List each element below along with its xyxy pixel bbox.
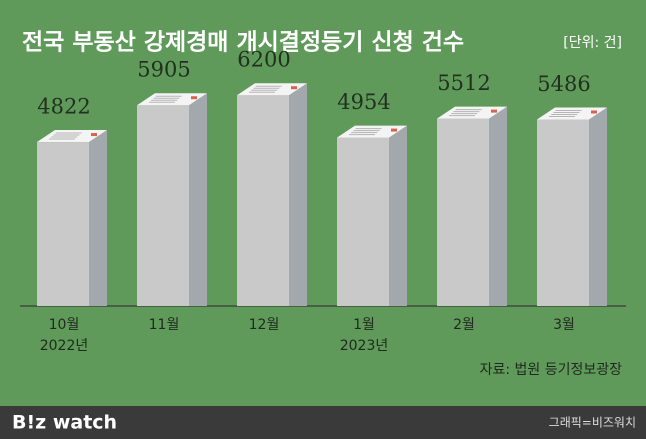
value-label: 4822 bbox=[37, 95, 90, 119]
bar-front bbox=[437, 118, 489, 306]
bar-front bbox=[537, 119, 589, 306]
bar-side bbox=[89, 130, 107, 306]
bar bbox=[537, 107, 607, 306]
bar-side bbox=[489, 106, 507, 306]
unit-label: [단위: 건] bbox=[563, 35, 622, 51]
bar-front bbox=[237, 95, 289, 306]
x-tick-year: 2023년 bbox=[340, 338, 389, 354]
bar-front bbox=[137, 105, 189, 306]
footer-band bbox=[0, 406, 646, 439]
value-label: 6200 bbox=[237, 48, 290, 72]
bar-side bbox=[189, 93, 207, 306]
value-label: 4954 bbox=[337, 90, 390, 114]
x-tick-label: 1월 bbox=[353, 317, 375, 333]
chart-title: 전국 부동산 강제경매 개시결정등기 신청 건수 bbox=[22, 30, 464, 56]
paper-stamp bbox=[391, 128, 397, 132]
bar bbox=[37, 130, 107, 306]
bar-side bbox=[289, 83, 307, 306]
bar bbox=[237, 83, 307, 306]
paper-stamp bbox=[491, 109, 497, 113]
paper-stamp bbox=[591, 110, 597, 114]
x-tick-year: 2022년 bbox=[40, 338, 89, 354]
x-tick-label: 2월 bbox=[453, 317, 475, 333]
x-tick-label: 12월 bbox=[249, 317, 280, 333]
paper-stamp bbox=[191, 96, 197, 100]
credit: 그래픽=비즈워치 bbox=[549, 416, 636, 430]
bar-front bbox=[337, 137, 389, 306]
value-label: 5486 bbox=[537, 72, 590, 96]
x-tick-label: 10월 bbox=[49, 317, 80, 333]
bar-side bbox=[589, 107, 607, 306]
value-label: 5905 bbox=[137, 58, 190, 82]
paper-stamp bbox=[291, 86, 297, 90]
bar-side bbox=[389, 125, 407, 307]
paper-stamp bbox=[91, 133, 97, 137]
value-label: 5512 bbox=[437, 71, 490, 95]
bar bbox=[137, 93, 207, 306]
logo: B!z watch bbox=[12, 412, 117, 434]
bar-front bbox=[37, 142, 89, 306]
bar bbox=[337, 125, 407, 307]
x-tick-label: 3월 bbox=[553, 317, 575, 333]
source: 자료: 법원 등기정보광장 bbox=[480, 362, 623, 378]
x-tick-label: 11월 bbox=[149, 317, 180, 333]
bar bbox=[437, 106, 507, 306]
